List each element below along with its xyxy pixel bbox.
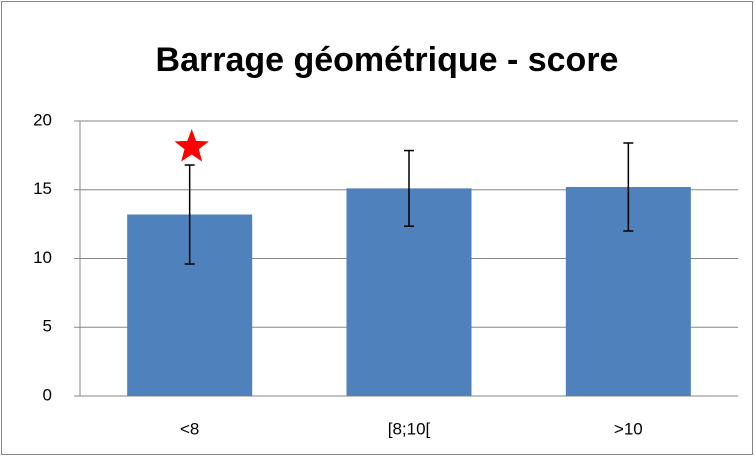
y-tick-label: 15: [33, 179, 52, 198]
y-tick-label: 0: [43, 385, 52, 404]
chart-title: Barrage géométrique - score: [156, 41, 619, 79]
star-marker: [174, 129, 209, 162]
x-tick-label: >10: [614, 419, 643, 438]
y-tick-label: 5: [43, 317, 52, 336]
y-tick-label: 10: [33, 248, 52, 267]
x-tick-label: <8: [180, 419, 199, 438]
y-tick-label: 20: [33, 110, 52, 129]
error-bar: [623, 142, 634, 232]
error-bar: [184, 164, 195, 265]
x-tick-label: [8;10[: [388, 419, 431, 438]
error-bar: [404, 149, 414, 227]
